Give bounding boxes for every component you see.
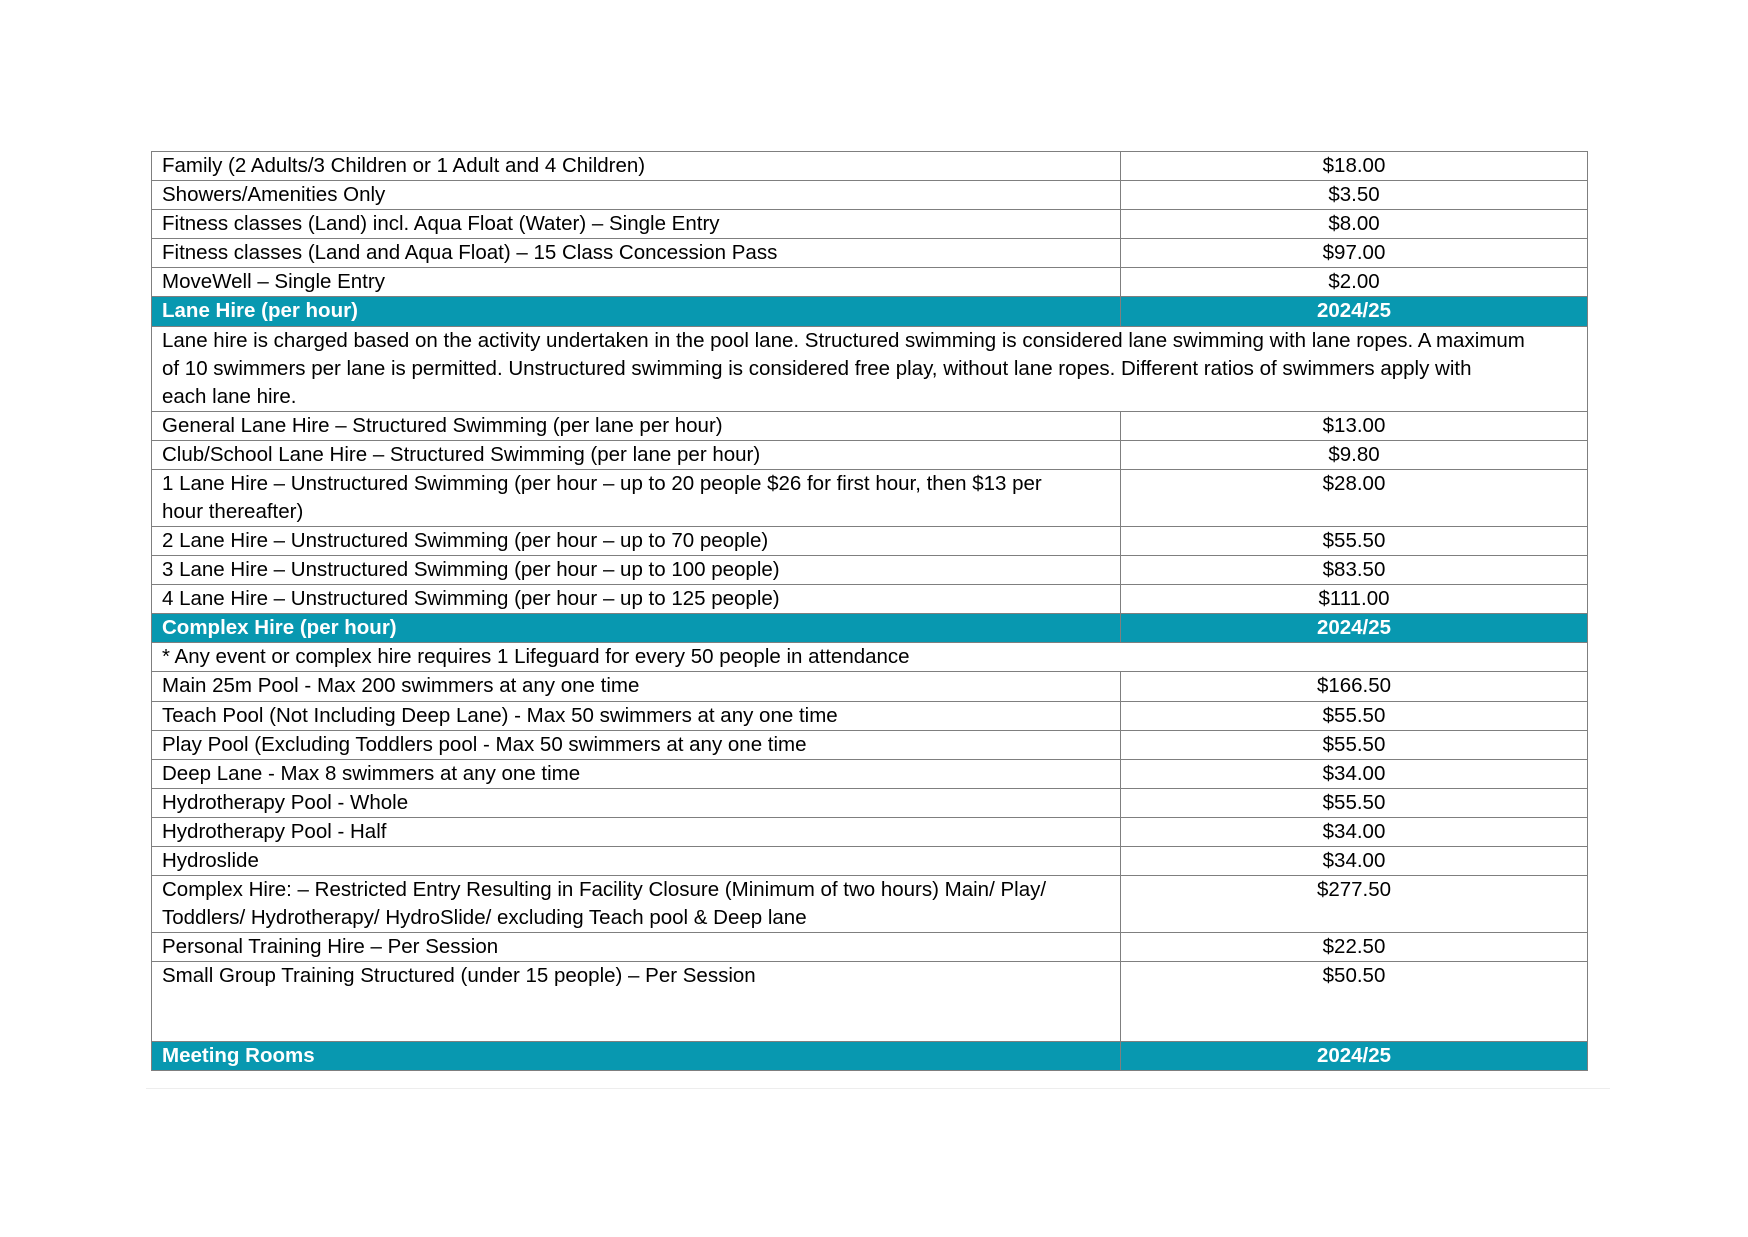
fee-item: Play Pool (Excluding Toddlers pool - Max… — [151, 729, 1121, 760]
section-note-line: * Any event or complex hire requires 1 L… — [162, 645, 910, 669]
fee-price: $55.50 — [1120, 700, 1588, 731]
section-title: Meeting Rooms — [151, 1040, 1121, 1071]
section-year: 2024/25 — [1120, 296, 1588, 327]
fee-item: General Lane Hire – Structured Swimming … — [151, 410, 1121, 441]
fee-row: Main 25m Pool - Max 200 swimmers at any … — [151, 671, 1588, 702]
fee-item: Hydroslide — [151, 845, 1121, 877]
fee-price: $55.50 — [1120, 729, 1588, 760]
section-header-row: Complex Hire (per hour) 2024/25 — [151, 613, 1588, 644]
fee-row: Hydrotherapy Pool - Half $34.00 — [151, 816, 1588, 847]
fee-price: $34.00 — [1120, 758, 1588, 789]
fee-row: Fitness classes (Land) incl. Aqua Float … — [151, 209, 1588, 240]
fee-item: Club/School Lane Hire – Structured Swimm… — [151, 439, 1121, 470]
fee-price: $2.00 — [1120, 267, 1588, 298]
fee-price: $13.00 — [1120, 410, 1588, 441]
fee-row: Small Group Training Structured (under 1… — [151, 961, 1588, 1042]
section-note-row: Lane hire is charged based on the activi… — [151, 325, 1588, 412]
fee-price: $9.80 — [1120, 439, 1588, 470]
fee-item: Family (2 Adults/3 Children or 1 Adult a… — [151, 150, 1121, 182]
fee-item: 4 Lane Hire – Unstructured Swimming (per… — [151, 584, 1121, 615]
fee-row: Club/School Lane Hire – Structured Swimm… — [151, 439, 1588, 470]
fee-item: Fitness classes (Land) incl. Aqua Float … — [151, 209, 1121, 240]
fee-item: 2 Lane Hire – Unstructured Swimming (per… — [151, 525, 1121, 557]
section-note: Lane hire is charged based on the activi… — [151, 325, 1588, 412]
fee-row: Fitness classes (Land and Aqua Float) – … — [151, 238, 1588, 269]
fee-row: General Lane Hire – Structured Swimming … — [151, 410, 1588, 441]
fee-item-line: Toddlers/ Hydrotherapy/ HydroSlide/ excl… — [162, 906, 807, 930]
section-title: Complex Hire (per hour) — [151, 613, 1121, 644]
fee-price: $8.00 — [1120, 209, 1588, 240]
fee-row: 1 Lane Hire – Unstructured Swimming (per… — [151, 468, 1588, 527]
fee-row: Hydroslide $34.00 — [151, 845, 1588, 877]
fees-table: Family (2 Adults/3 Children or 1 Adult a… — [151, 150, 1588, 1071]
fee-item: 1 Lane Hire – Unstructured Swimming (per… — [151, 468, 1121, 527]
fee-item: Personal Training Hire – Per Session — [151, 932, 1121, 963]
fee-item: Complex Hire: – Restricted Entry Resulti… — [151, 875, 1121, 934]
fee-row: 3 Lane Hire – Unstructured Swimming (per… — [151, 555, 1588, 586]
section-year: 2024/25 — [1120, 1040, 1588, 1071]
section-note-line: Lane hire is charged based on the activi… — [162, 328, 1525, 352]
section-note-line: of 10 swimmers per lane is permitted. Un… — [162, 356, 1472, 380]
fee-item: Hydrotherapy Pool - Whole — [151, 787, 1121, 818]
fee-row: Family (2 Adults/3 Children or 1 Adult a… — [151, 150, 1588, 182]
section-note-line: each lane hire. — [162, 384, 297, 408]
fee-price: $34.00 — [1120, 816, 1588, 847]
fee-item: MoveWell – Single Entry — [151, 267, 1121, 298]
fee-price: $111.00 — [1120, 584, 1588, 615]
fee-price: $166.50 — [1120, 671, 1588, 702]
fee-item: Showers/Amenities Only — [151, 180, 1121, 211]
fee-item: Main 25m Pool - Max 200 swimmers at any … — [151, 671, 1121, 702]
fee-item: Small Group Training Structured (under 1… — [151, 961, 1121, 1042]
fee-row: 4 Lane Hire – Unstructured Swimming (per… — [151, 584, 1588, 615]
fee-item: Deep Lane - Max 8 swimmers at any one ti… — [151, 758, 1121, 789]
fee-price: $55.50 — [1120, 787, 1588, 818]
fee-item: Fitness classes (Land and Aqua Float) – … — [151, 238, 1121, 269]
fee-row: Play Pool (Excluding Toddlers pool - Max… — [151, 729, 1588, 760]
fee-row: Hydrotherapy Pool - Whole $55.50 — [151, 787, 1588, 818]
fee-item: 3 Lane Hire – Unstructured Swimming (per… — [151, 555, 1121, 586]
fee-row: Deep Lane - Max 8 swimmers at any one ti… — [151, 758, 1588, 789]
fee-item: Teach Pool (Not Including Deep Lane) - M… — [151, 700, 1121, 731]
section-note-row: * Any event or complex hire requires 1 L… — [151, 642, 1588, 673]
fee-row: MoveWell – Single Entry $2.00 — [151, 267, 1588, 298]
section-header-row: Lane Hire (per hour) 2024/25 — [151, 296, 1588, 327]
section-year: 2024/25 — [1120, 613, 1588, 644]
fee-price: $18.00 — [1120, 150, 1588, 182]
fee-price: $22.50 — [1120, 932, 1588, 963]
fee-item: Hydrotherapy Pool - Half — [151, 816, 1121, 847]
fee-item-line: Complex Hire: – Restricted Entry Resulti… — [162, 878, 1047, 902]
fee-row: Teach Pool (Not Including Deep Lane) - M… — [151, 700, 1588, 731]
section-note: * Any event or complex hire requires 1 L… — [151, 642, 1588, 673]
page-divider — [146, 1088, 1610, 1089]
fee-price: $55.50 — [1120, 525, 1588, 557]
fee-price: $83.50 — [1120, 555, 1588, 586]
fee-price: $28.00 — [1120, 468, 1588, 527]
fee-price: $97.00 — [1120, 238, 1588, 269]
fee-price: $34.00 — [1120, 845, 1588, 877]
fee-item-line: 1 Lane Hire – Unstructured Swimming (per… — [162, 471, 1042, 495]
fee-price: $3.50 — [1120, 180, 1588, 211]
fee-price: $50.50 — [1120, 961, 1588, 1042]
fee-price: $277.50 — [1120, 875, 1588, 934]
fee-row: 2 Lane Hire – Unstructured Swimming (per… — [151, 525, 1588, 557]
section-title: Lane Hire (per hour) — [151, 296, 1121, 327]
fee-item-line: hour thereafter) — [162, 499, 304, 523]
fee-row: Complex Hire: – Restricted Entry Resulti… — [151, 875, 1588, 934]
section-header-row: Meeting Rooms 2024/25 — [151, 1040, 1588, 1071]
fee-row: Personal Training Hire – Per Session $22… — [151, 932, 1588, 963]
fee-row: Showers/Amenities Only $3.50 — [151, 180, 1588, 211]
